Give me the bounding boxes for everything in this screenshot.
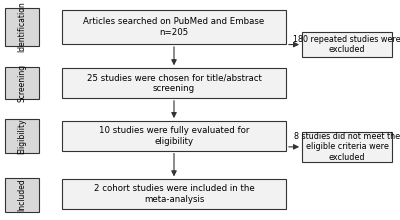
- Text: Included: Included: [18, 178, 26, 211]
- Text: 25 studies were chosen for title/abstract
screening: 25 studies were chosen for title/abstrac…: [86, 73, 262, 93]
- Text: Screening: Screening: [18, 64, 26, 102]
- Text: 8 studies did not meet the
eligible criteria were
excluded: 8 studies did not meet the eligible crit…: [294, 132, 400, 162]
- Text: 10 studies were fully evaluated for
eligibility: 10 studies were fully evaluated for elig…: [99, 126, 249, 146]
- FancyBboxPatch shape: [62, 121, 286, 151]
- Text: 2 cohort studies were included in the
meta-analysis: 2 cohort studies were included in the me…: [94, 184, 254, 204]
- Text: Eligibility: Eligibility: [18, 118, 26, 154]
- Text: 180 repeated studies were
excluded: 180 repeated studies were excluded: [293, 35, 400, 54]
- FancyBboxPatch shape: [5, 8, 39, 46]
- FancyBboxPatch shape: [62, 10, 286, 44]
- FancyBboxPatch shape: [302, 132, 392, 162]
- FancyBboxPatch shape: [62, 179, 286, 209]
- FancyBboxPatch shape: [5, 119, 39, 153]
- Text: Identification: Identification: [18, 2, 26, 52]
- FancyBboxPatch shape: [62, 68, 286, 98]
- FancyBboxPatch shape: [5, 67, 39, 99]
- Text: Articles searched on PubMed and Embase
n=205: Articles searched on PubMed and Embase n…: [83, 17, 265, 37]
- FancyBboxPatch shape: [302, 32, 392, 57]
- FancyBboxPatch shape: [5, 178, 39, 212]
